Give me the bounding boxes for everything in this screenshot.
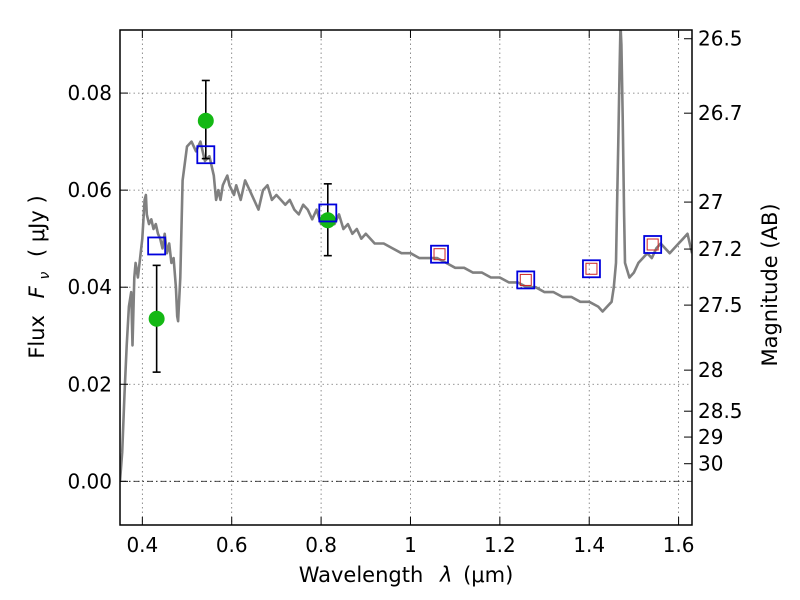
series-layer (120, 30, 692, 482)
y-axis-label-units: ( μJy ) (25, 195, 49, 257)
x-axis-label-prefix: Wavelength (299, 563, 424, 587)
y2-tick-label: 30 (698, 452, 723, 476)
y-tick-label: 0.08 (67, 81, 112, 105)
y2-tick-label: 27 (698, 190, 723, 214)
sed-line (120, 30, 692, 482)
y-axis-label: Flux F ν ( μJy ) (25, 195, 54, 358)
y2-tick-label: 27.5 (698, 293, 743, 317)
x-tick-label: 1.4 (573, 533, 605, 557)
x-tick-label: 0.6 (216, 533, 248, 557)
model-square (318, 203, 338, 223)
model-square (430, 244, 449, 264)
x-tick-label: 1 (404, 533, 417, 557)
y2-tick-label: 26.5 (698, 27, 743, 51)
x-axis-label: Wavelength λ (μm) (299, 563, 514, 587)
y-axis-label-symbol: F (25, 285, 49, 298)
y-axis-label-subscript: ν (37, 272, 53, 280)
model-square (196, 145, 216, 165)
y2-tick-label: 27.2 (698, 237, 743, 261)
model-square (516, 270, 536, 290)
model-square (643, 235, 663, 254)
ticks-layer: 0.4 0.6 0.8 1 1.2 1.4 1.6 0.00 0.02 0.04 0.06 0.08 2… (67, 27, 742, 557)
y2-tick-label: 28 (698, 358, 723, 382)
y-axis-label-prefix: Flux (25, 315, 49, 359)
x-tick-label: 1.6 (663, 533, 695, 557)
observed-point (148, 310, 165, 327)
observed-point (197, 112, 214, 129)
secondary-y-axis-label: Magnitude (AB) (758, 203, 782, 366)
x-tick-label: 0.8 (305, 533, 337, 557)
y2-tick-label: 28.5 (698, 399, 743, 423)
y-tick-label: 0.00 (67, 469, 112, 493)
model-square (582, 259, 601, 279)
x-axis-label-symbol: λ (439, 563, 452, 587)
model-square-inner (585, 262, 598, 275)
model-square (147, 236, 167, 256)
plot-frame (119, 29, 693, 526)
model-square-inner (433, 248, 446, 261)
y2-tick-label: 26.7 (698, 101, 743, 125)
y-tick-label: 0.06 (67, 178, 112, 202)
model-square-inner (519, 273, 532, 286)
observed-point (319, 212, 336, 229)
y-tick-label: 0.04 (67, 275, 112, 299)
x-tick-label: 0.4 (126, 533, 158, 557)
model-square-inner (646, 238, 659, 251)
y-tick-label: 0.02 (67, 372, 112, 396)
x-axis-label-units: (μm) (463, 563, 513, 587)
y2-tick-label: 29 (698, 425, 723, 449)
x-tick-label: 1.2 (484, 533, 516, 557)
